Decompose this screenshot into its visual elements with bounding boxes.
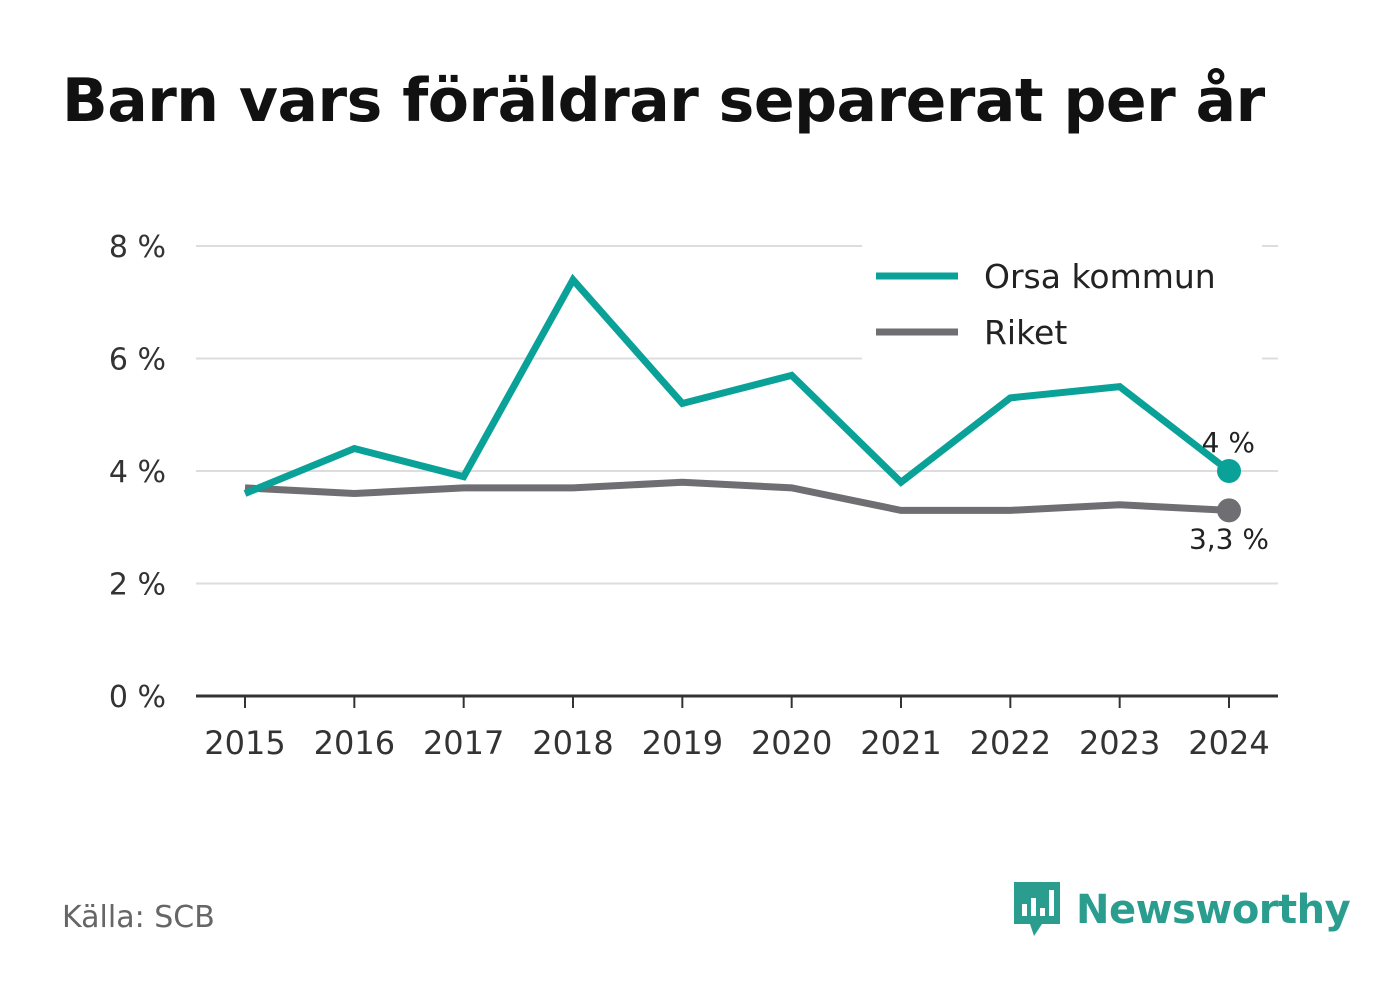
x-tick-label: 2023: [1079, 724, 1160, 762]
end-point-1: [1217, 498, 1241, 523]
chart-title: Barn vars föräldrar separerat per år: [62, 66, 1265, 136]
end-labels: 4 % 3,3 %: [1189, 426, 1269, 555]
y-tick-label: 4 %: [109, 455, 166, 490]
x-tick-label: 2019: [642, 724, 723, 762]
legend: Orsa kommun Riket: [862, 244, 1262, 362]
legend-label: Orsa kommun: [984, 257, 1216, 296]
y-tick-label: 6 %: [109, 343, 166, 378]
y-tick-label: 8 %: [109, 230, 166, 265]
source-note: Källa: SCB: [62, 900, 215, 935]
series-line-1: [244, 478, 1230, 514]
legend-background: [862, 244, 1262, 362]
end-label-riket: 3,3 %: [1189, 522, 1269, 555]
brand-logo: Newsworthy: [1012, 880, 1351, 940]
y-tick-label: 2 %: [109, 568, 166, 603]
series-lines: [243, 273, 1241, 523]
x-tick-label: 2022: [970, 724, 1051, 762]
x-tick-label: 2020: [751, 724, 832, 762]
x-tick-label: 2017: [423, 724, 504, 762]
y-axis-tick-labels: 0 % 2 % 4 % 6 % 8 %: [109, 230, 166, 715]
x-tick-label: 2016: [314, 724, 395, 762]
x-tick-label: 2021: [860, 724, 941, 762]
x-tick-label: 2024: [1188, 724, 1269, 762]
y-tick-label: 0 %: [109, 680, 166, 715]
x-tick-label: 2018: [532, 724, 613, 762]
bar-chart-bubble-icon: [1014, 882, 1060, 936]
x-axis: 2015 2016 2017 2018 2019 2020 2021 2022 2023 2024: [196, 694, 1278, 762]
end-label-orsa: 4 %: [1202, 426, 1255, 459]
brand-name: Newsworthy: [1076, 887, 1351, 933]
legend-label: Riket: [984, 313, 1067, 352]
series-line-0: [243, 273, 1232, 497]
x-tick-label: 2015: [204, 724, 285, 762]
end-point-0: [1217, 459, 1241, 483]
